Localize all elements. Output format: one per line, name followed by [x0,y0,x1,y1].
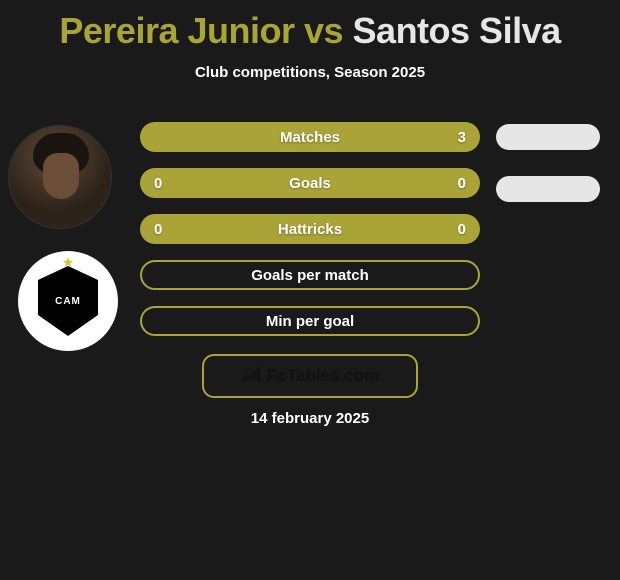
stat-bar: Min per goal [140,306,480,336]
stat-row: Matches 3 [140,122,480,152]
vs-text: vs [294,10,352,51]
crest-shield: CAM [38,266,98,336]
stat-label: Goals per match [251,267,369,284]
avatars-column: ★ CAM [8,125,118,351]
stat-label: Min per goal [266,313,354,330]
stat-row: Goals 0 0 [140,168,480,198]
stat-right-value: 0 [458,221,466,238]
side-pills [496,124,600,228]
stat-right-value: 3 [458,129,466,146]
crest-text: CAM [55,296,81,307]
player2-club-crest: ★ CAM [18,251,118,351]
chart-growth-icon [241,366,263,387]
stat-bar: Goals per match [140,260,480,290]
stat-left-value: 0 [154,175,162,192]
stat-bar: Hattricks 0 0 [140,214,480,244]
player2-name: Santos Silva [353,10,561,51]
player1-avatar [8,125,112,229]
stat-bar: Goals 0 0 [140,168,480,198]
player-photo-placeholder [9,125,111,229]
stat-left-value: 0 [154,221,162,238]
subtitle: Club competitions, Season 2025 [0,64,620,81]
logo-text: FcTables.com [267,366,379,386]
stat-label: Goals [289,175,331,192]
side-pill [496,124,600,150]
stat-row: Hattricks 0 0 [140,214,480,244]
stat-right-value: 0 [458,175,466,192]
side-pill [496,176,600,202]
date-text: 14 february 2025 [0,410,620,427]
stats-bars: Matches 3 Goals 0 0 Hattricks 0 0 Goals per matc… [140,122,480,352]
player1-name: Pereira Junior [59,10,294,51]
stat-label: Matches [280,129,340,146]
page-title: Pereira Junior vs Santos Silva [0,0,620,52]
stat-bar: Matches 3 [140,122,480,152]
fctables-logo: FcTables.com [202,354,418,398]
stat-row: Goals per match [140,260,480,290]
stat-label: Hattricks [278,221,342,238]
stat-row: Min per goal [140,306,480,336]
